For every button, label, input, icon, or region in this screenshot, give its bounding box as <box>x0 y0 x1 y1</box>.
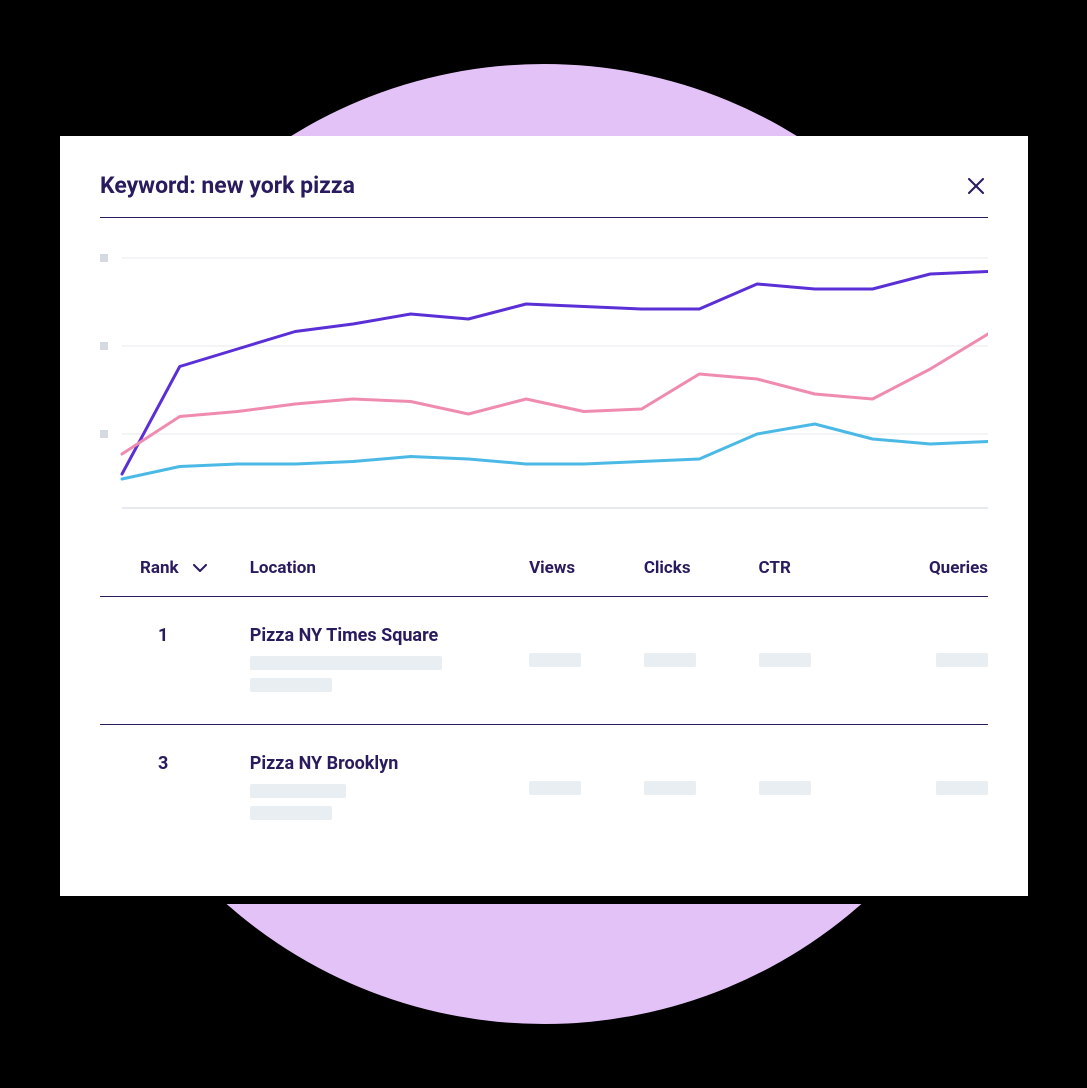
placeholder-line <box>759 653 811 667</box>
column-rank-label: Rank <box>140 558 179 578</box>
cell-clicks <box>644 753 759 795</box>
location-cell: Pizza NY Brooklyn <box>250 753 529 828</box>
column-views[interactable]: Views <box>529 558 644 578</box>
keyword-panel: Keyword: new york pizza Rank Location Vi… <box>60 136 1028 896</box>
cell-clicks <box>644 625 759 667</box>
cell-queries <box>873 753 988 795</box>
cell-queries <box>873 625 988 667</box>
placeholder-line <box>936 781 988 795</box>
cell-views <box>529 753 644 795</box>
column-ctr[interactable]: CTR <box>759 558 874 578</box>
column-location[interactable]: Location <box>250 558 529 578</box>
placeholder-line <box>759 781 811 795</box>
rank-value: 3 <box>100 753 250 774</box>
chevron-down-icon <box>193 564 207 573</box>
trend-chart <box>100 246 988 536</box>
table-row[interactable]: 1Pizza NY Times Square <box>100 597 988 725</box>
cell-views <box>529 625 644 667</box>
close-button[interactable] <box>964 174 988 198</box>
table-body: 1Pizza NY Times Square3Pizza NY Brooklyn <box>100 597 988 852</box>
placeholder-line <box>250 806 332 820</box>
location-name: Pizza NY Times Square <box>250 625 529 646</box>
placeholder-line <box>644 653 696 667</box>
cell-ctr <box>759 625 874 667</box>
placeholder-line <box>644 781 696 795</box>
table-row[interactable]: 3Pizza NY Brooklyn <box>100 725 988 852</box>
panel-title: Keyword: new york pizza <box>100 172 355 199</box>
rank-value: 1 <box>100 625 250 646</box>
placeholder-line <box>250 678 332 692</box>
panel-header: Keyword: new york pizza <box>100 172 988 218</box>
close-icon <box>968 178 984 194</box>
column-queries[interactable]: Queries <box>873 558 988 578</box>
placeholder-line <box>529 653 581 667</box>
location-name: Pizza NY Brooklyn <box>250 753 529 774</box>
chart-series-series-a <box>122 272 988 475</box>
column-clicks[interactable]: Clicks <box>644 558 759 578</box>
chart-series-series-c <box>122 424 988 479</box>
table-header-row: Rank Location Views Clicks CTR Queries <box>100 536 988 597</box>
placeholder-line <box>529 781 581 795</box>
column-rank[interactable]: Rank <box>100 558 250 578</box>
cell-ctr <box>759 753 874 795</box>
placeholder-line <box>250 784 346 798</box>
placeholder-line <box>936 653 988 667</box>
placeholder-line <box>250 656 442 670</box>
location-cell: Pizza NY Times Square <box>250 625 529 700</box>
